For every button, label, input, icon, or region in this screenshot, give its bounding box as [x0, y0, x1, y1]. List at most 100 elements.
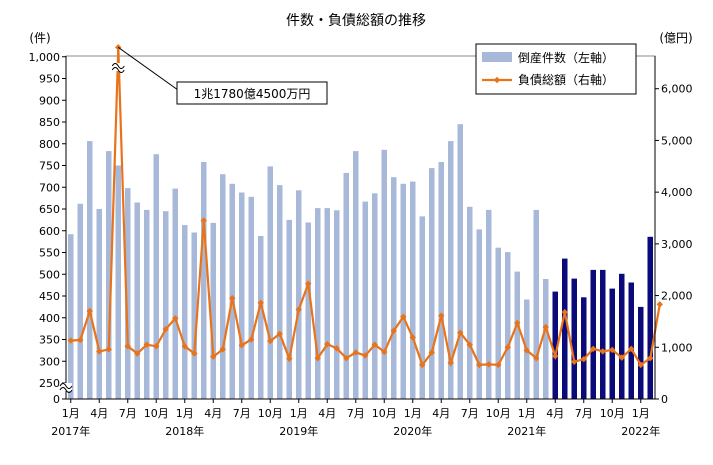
line-point — [447, 359, 454, 366]
left-tick-label: 950 — [39, 73, 60, 86]
axis-break-gap — [112, 63, 125, 71]
line-point — [362, 352, 369, 359]
line-point — [428, 349, 435, 356]
bar — [543, 279, 549, 399]
bar — [315, 208, 321, 399]
x-month-label: 7月 — [233, 407, 251, 420]
left-tick-label: 600 — [39, 225, 60, 238]
left-tick-label: 350 — [39, 334, 60, 347]
line-point — [324, 340, 331, 348]
x-month-label: 7月 — [575, 407, 593, 420]
bar — [419, 216, 425, 399]
legend-swatch-marker — [493, 76, 501, 84]
right-tick-label: 1,000 — [661, 341, 693, 354]
bar — [581, 297, 587, 399]
x-month-label: 10月 — [372, 407, 397, 420]
annotation-text: 1兆1780億4500万円 — [194, 87, 311, 101]
annotation-box — [176, 81, 328, 105]
line-point — [656, 301, 663, 308]
annotation: 1兆1780億4500万円 — [117, 46, 328, 105]
x-month-label: 10月 — [486, 407, 511, 420]
bar — [590, 269, 596, 399]
bar — [372, 193, 378, 399]
bar — [134, 202, 140, 399]
left-tick-label: 800 — [39, 138, 60, 151]
x-month-label: 4月 — [432, 407, 450, 420]
chart-title: 件数・負債総額の推移 — [286, 13, 426, 29]
bar — [600, 269, 606, 399]
bar — [267, 166, 273, 399]
x-year-label: 2017年 — [51, 424, 90, 438]
line-point — [333, 345, 340, 352]
line-point — [210, 353, 217, 360]
left-tick-label: 400 — [39, 312, 60, 325]
left-tick-label: 250 — [39, 377, 60, 390]
bar — [438, 162, 444, 399]
x-month-label: 1月 — [62, 407, 80, 420]
line-point — [229, 294, 236, 302]
bar — [429, 168, 435, 399]
bar — [619, 273, 625, 399]
line-point — [124, 343, 131, 350]
bar — [144, 209, 150, 399]
left-axis-unit: (件) — [29, 31, 50, 45]
bar — [638, 306, 644, 399]
line-point — [476, 361, 483, 369]
legend: 倒産件数（左軸） 負債総額（右軸） — [475, 43, 637, 95]
bar — [115, 165, 121, 399]
bar — [391, 177, 397, 399]
right-tick-label: 5,000 — [661, 134, 693, 147]
line-point — [352, 349, 359, 356]
bar — [571, 278, 577, 399]
line-point — [390, 327, 397, 334]
left-tick-label: 450 — [39, 290, 60, 303]
right-tick-label: 3,000 — [661, 238, 693, 251]
line-point — [628, 345, 635, 353]
bar — [343, 172, 349, 399]
line-point — [438, 312, 445, 319]
right-tick-label: 0 — [661, 393, 668, 406]
line-point — [571, 358, 578, 365]
bar — [609, 288, 615, 399]
bar — [258, 236, 264, 399]
bar — [467, 206, 473, 399]
line-point — [143, 341, 150, 348]
bar — [514, 271, 520, 399]
left-tick-label: 550 — [39, 247, 60, 260]
line-point — [542, 323, 549, 331]
x-month-label: 1月 — [518, 407, 536, 420]
x-year-label: 2020年 — [393, 424, 432, 438]
line-point — [105, 346, 112, 353]
line-point — [257, 299, 264, 307]
bar — [505, 252, 511, 399]
x-month-label: 7月 — [119, 407, 137, 420]
bar — [286, 219, 292, 399]
bar — [182, 225, 188, 399]
line-point — [618, 354, 625, 361]
left-tick-label: 1,000 — [29, 51, 61, 64]
line-point — [238, 342, 245, 349]
left-tick-label: 0 — [53, 393, 60, 406]
line-point — [267, 337, 274, 345]
right-tick-label: 6,000 — [661, 83, 693, 96]
bar — [172, 188, 178, 399]
bar — [334, 210, 340, 399]
axis-break-gap — [60, 383, 72, 391]
axis-break-mark — [59, 387, 73, 393]
x-month-label: 10月 — [600, 407, 625, 420]
line-point — [314, 354, 321, 362]
bar — [77, 203, 83, 399]
bar — [106, 151, 112, 399]
left-tick-label: 300 — [39, 355, 60, 368]
x-month-label: 4月 — [204, 407, 222, 420]
x-month-label: 1月 — [176, 407, 194, 420]
line-point — [590, 345, 597, 353]
bar — [68, 234, 74, 399]
bar — [628, 282, 634, 399]
line-point — [495, 361, 502, 369]
line-point — [523, 347, 530, 354]
bar — [277, 185, 283, 399]
bar — [210, 222, 216, 399]
bar — [229, 183, 235, 399]
bar — [486, 209, 492, 399]
